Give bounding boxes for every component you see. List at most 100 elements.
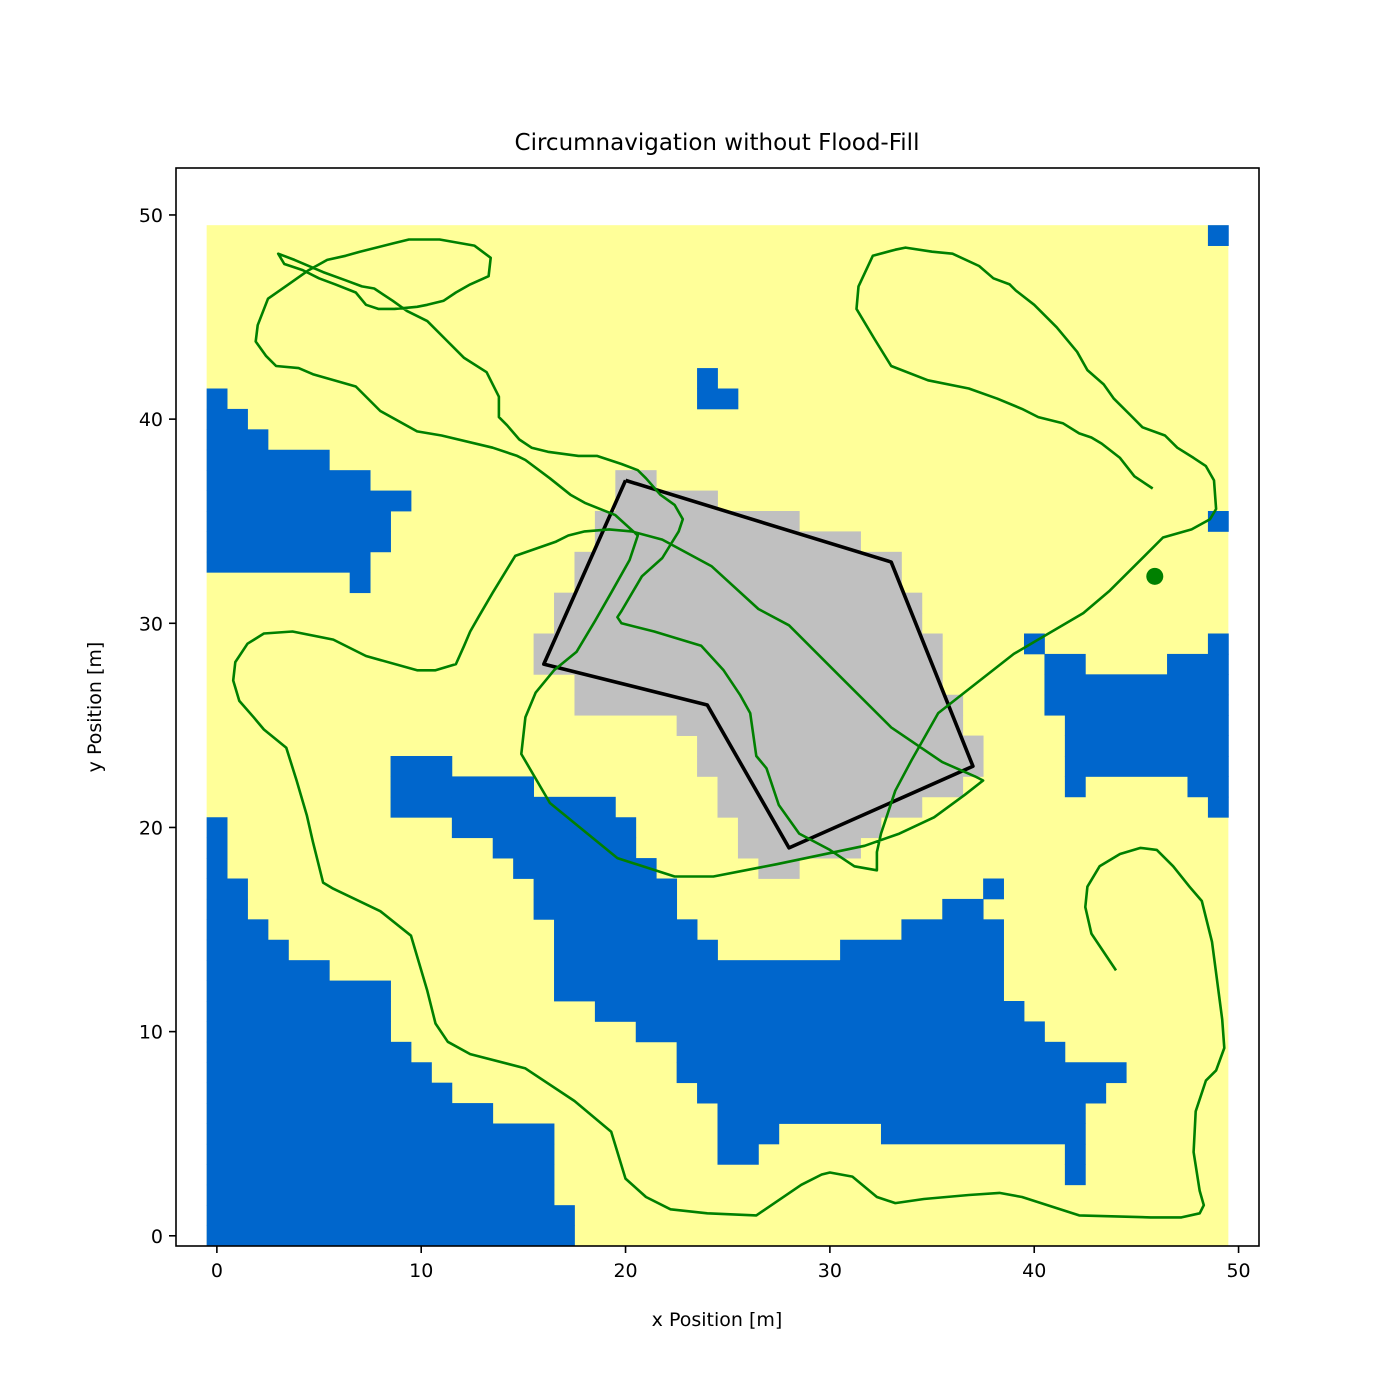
obstacle-cell xyxy=(574,551,902,573)
x-tick-label: 40 xyxy=(1022,1260,1046,1282)
water-cell xyxy=(513,858,657,879)
y-tick-label: 50 xyxy=(139,205,163,227)
water-cell xyxy=(206,1021,391,1043)
water-cell xyxy=(676,1062,1127,1084)
x-tick-label: 50 xyxy=(1226,1260,1250,1282)
obstacle-cell xyxy=(737,837,861,859)
water-cell xyxy=(206,1103,494,1124)
obstacle-cell xyxy=(717,776,964,798)
water-cell xyxy=(880,1123,1086,1145)
water-cell xyxy=(1207,225,1229,246)
water-cell xyxy=(206,1062,432,1084)
water-cell xyxy=(206,429,269,451)
obstacle-cell xyxy=(594,531,861,553)
obstacle-cell xyxy=(554,592,923,614)
water-cell xyxy=(983,878,1004,900)
water-cell xyxy=(1044,653,1086,675)
water-cell xyxy=(206,898,248,920)
water-cell xyxy=(1064,715,1229,736)
water-cell xyxy=(206,939,289,961)
water-cell xyxy=(206,837,228,859)
water-cell xyxy=(206,1041,412,1063)
water-cell xyxy=(554,980,1004,1002)
water-cell xyxy=(206,858,228,879)
obstacle-cell xyxy=(758,858,800,879)
water-cell xyxy=(206,980,391,1002)
x-tick-label: 0 xyxy=(211,1260,223,1282)
obstacle-cell xyxy=(574,674,943,696)
water-cell xyxy=(697,388,739,410)
y-tick-label: 0 xyxy=(151,1226,163,1248)
water-cell xyxy=(697,1082,1107,1104)
water-cell xyxy=(206,960,330,981)
water-cell xyxy=(1064,735,1229,757)
water-cell xyxy=(840,939,1004,961)
water-cell xyxy=(942,898,984,920)
water-cell xyxy=(697,368,718,389)
water-cell xyxy=(206,551,371,573)
water-cell xyxy=(349,572,371,594)
water-cell xyxy=(206,1225,575,1247)
water-cell xyxy=(554,939,718,961)
y-tick-label: 30 xyxy=(139,613,163,635)
y-tick-label: 10 xyxy=(139,1022,163,1044)
water-cell xyxy=(1044,694,1229,716)
water-cell xyxy=(206,878,248,900)
chart-title: Circumnavigation without Flood-Fill xyxy=(515,130,920,156)
water-cell xyxy=(1064,1143,1086,1165)
obstacle-cell xyxy=(615,490,718,512)
obstacle-cell xyxy=(554,613,923,634)
obstacle-polygon xyxy=(542,478,975,850)
water-cell xyxy=(554,919,698,941)
path-end-point xyxy=(1146,567,1164,585)
x-tick-label: 10 xyxy=(409,1260,433,1282)
obstacle-cell xyxy=(594,511,800,532)
axes-frame xyxy=(175,167,1260,1247)
water-cell xyxy=(1207,511,1229,532)
water-cell xyxy=(206,1082,453,1104)
obstacle-cell xyxy=(737,817,882,839)
obstacle-cell xyxy=(574,694,964,716)
water-cell xyxy=(206,388,228,410)
water-cell xyxy=(1207,796,1229,818)
obstacle-cell xyxy=(676,715,964,736)
x-tick-label: 20 xyxy=(613,1260,637,1282)
water-cell xyxy=(206,1184,555,1206)
water-cell xyxy=(717,1123,780,1145)
y-tick-label: 40 xyxy=(139,409,163,431)
water-cell xyxy=(206,531,391,553)
water-cell xyxy=(206,511,391,532)
water-cell xyxy=(451,817,637,839)
water-cell xyxy=(451,776,534,798)
water-cell xyxy=(1187,776,1229,798)
water-cell xyxy=(1044,674,1229,696)
water-cell xyxy=(206,1123,555,1145)
obstacle-cell xyxy=(697,735,984,757)
water-cell xyxy=(635,1021,1045,1043)
x-axis-label: x Position [m] xyxy=(652,1309,783,1331)
robot-path xyxy=(231,238,1226,1219)
plot-area xyxy=(206,225,1229,1247)
water-cell xyxy=(206,1164,555,1186)
water-cell xyxy=(206,408,248,430)
y-tick-label: 20 xyxy=(139,817,163,839)
axes: 0 10 20 30 40 50 0 10 20 30 40 50 xyxy=(139,167,1260,1282)
water-cell xyxy=(554,960,841,981)
water-cell xyxy=(533,878,678,900)
water-cell xyxy=(206,1143,555,1165)
water-cell xyxy=(1207,633,1229,655)
water-cell xyxy=(717,1143,759,1165)
obstacle-cell xyxy=(533,633,943,655)
obstacle-cell xyxy=(574,572,902,594)
water-cell xyxy=(206,1001,391,1022)
water-cell xyxy=(676,1041,1066,1063)
water-cell xyxy=(1064,776,1086,798)
y-axis-label: y Position [m] xyxy=(84,642,106,773)
water-cell xyxy=(390,776,453,798)
water-cell xyxy=(206,817,228,839)
water-cell xyxy=(594,1001,1025,1022)
obstacle-cell xyxy=(533,653,943,675)
water-cell xyxy=(206,490,412,512)
water-cell xyxy=(533,898,678,920)
